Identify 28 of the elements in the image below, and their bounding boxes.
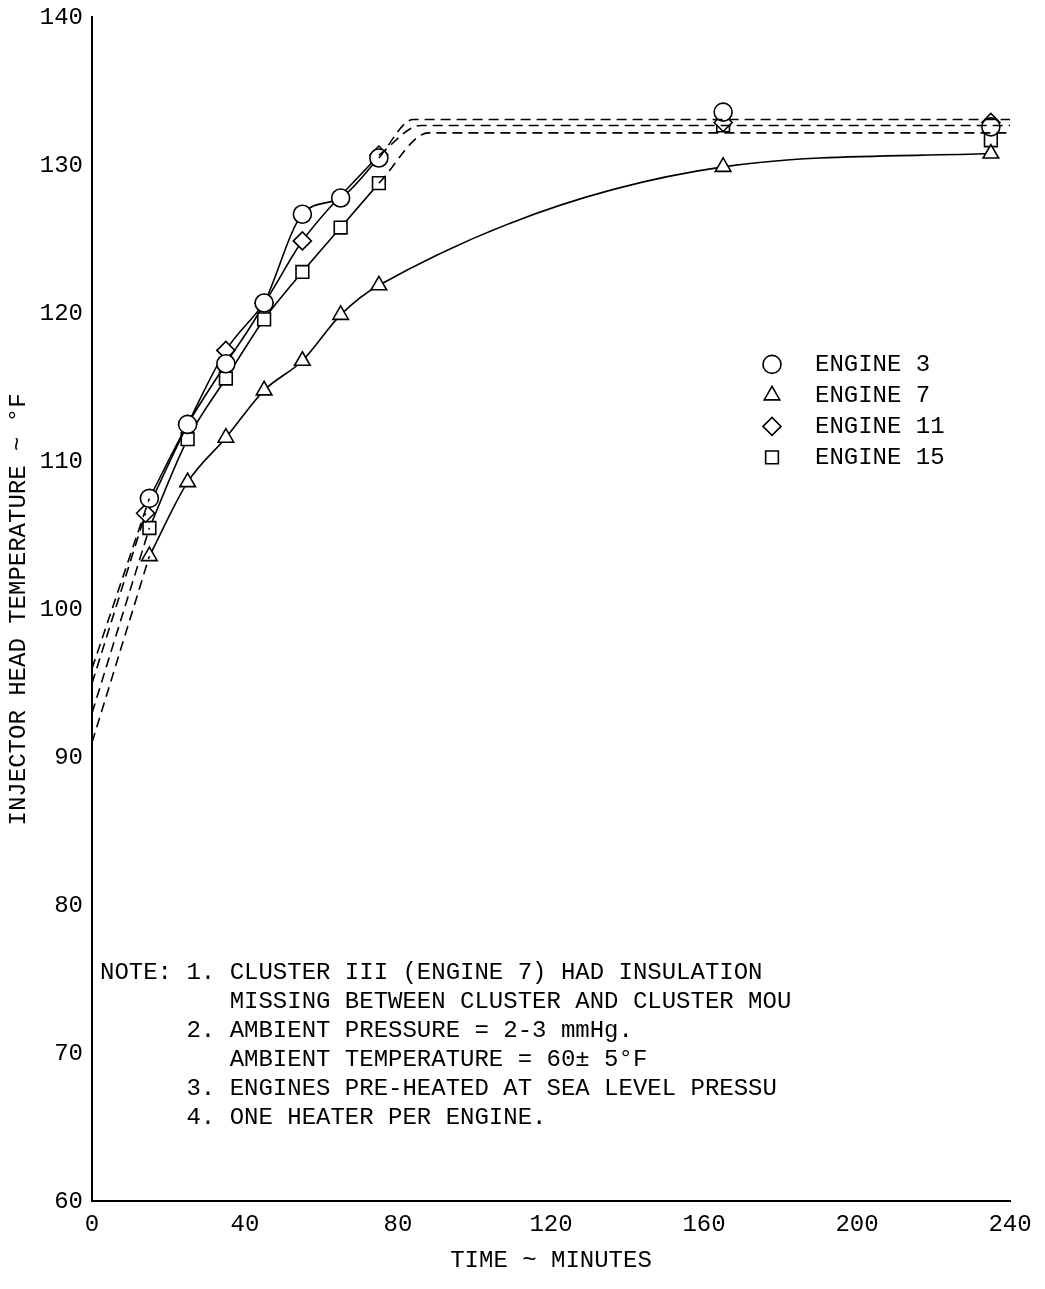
legend-label: ENGINE 7: [815, 381, 931, 409]
legend-label: ENGINE 11: [815, 412, 945, 440]
legend-label: ENGINE 3: [815, 350, 931, 378]
annotation: MISSING BETWEEN CLUSTER AND CLUSTER MOU: [229, 987, 792, 1015]
x-tick-label: 80: [383, 1211, 413, 1239]
y-tick-label: 110: [39, 447, 84, 475]
y-tick-label: 70: [54, 1039, 84, 1067]
x-tick-label: 40: [230, 1211, 260, 1239]
y-tick-label: 140: [39, 3, 84, 31]
x-axis-title: TIME ~ MINUTES: [450, 1246, 652, 1274]
x-tick-label: 120: [529, 1211, 573, 1239]
y-tick-label: 60: [54, 1187, 84, 1215]
annotation: 4. ONE HEATER PER ENGINE.: [186, 1103, 547, 1131]
annotation: AMBIENT TEMPERATURE = 60± 5°F: [229, 1045, 648, 1073]
annotation: 2. AMBIENT PRESSURE = 2-3 mmHg.: [186, 1016, 633, 1044]
y-tick-label: 80: [54, 891, 84, 919]
y-tick-label: 130: [39, 151, 84, 179]
y-tick-label: 90: [54, 743, 84, 771]
x-tick-label: 0: [84, 1211, 100, 1239]
y-axis-title: INJECTOR HEAD TEMPERATURE ~ °F: [4, 393, 32, 826]
legend-label: ENGINE 15: [815, 443, 945, 471]
y-tick-label: 120: [39, 299, 84, 327]
x-tick-label: 160: [682, 1211, 726, 1239]
y-tick-label: 100: [39, 595, 84, 623]
x-tick-label: 240: [988, 1211, 1032, 1239]
annotation: NOTE: 1. CLUSTER III (ENGINE 7) HAD INSULATION: [100, 958, 763, 986]
annotation: 3. ENGINES PRE-HEATED AT SEA LEVEL PRESSU: [186, 1074, 777, 1102]
x-tick-label: 200: [835, 1211, 879, 1239]
